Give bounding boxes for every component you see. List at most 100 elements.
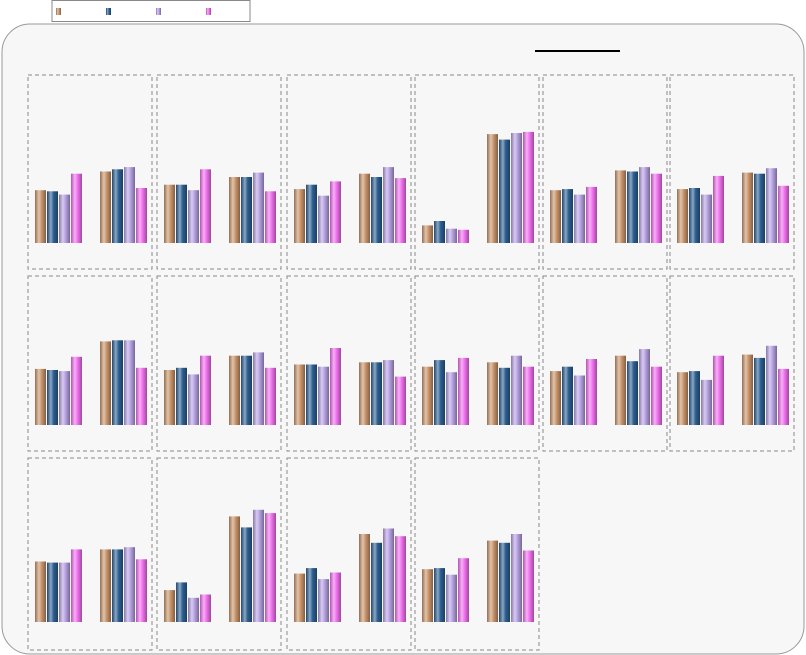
panel-6 [669, 74, 795, 270]
bar-p14-g1-s3 [188, 597, 199, 622]
bar-p4-g1-s2 [434, 221, 445, 243]
bar-p4-g1-s1 [422, 225, 433, 243]
panel-frame [542, 275, 668, 452]
bar-p5-g1-s3 [574, 194, 585, 243]
bar-p7-g1-s3 [59, 371, 70, 425]
bar-p8-g2-s4 [265, 367, 276, 425]
bar-p15-g1-s4 [330, 572, 341, 622]
legend-swatch-3 [156, 8, 161, 15]
bar-p16-g1-s4 [458, 558, 469, 622]
panel-frame [156, 275, 282, 452]
bar-p11-g2-s3 [639, 349, 650, 425]
bar-p2-g1-s4 [200, 169, 211, 243]
bar-p14-g2-s1 [229, 516, 240, 622]
bar-p7-g1-s4 [71, 356, 82, 425]
bar-p1-g1-s3 [59, 194, 70, 243]
bar-p11-g2-s2 [627, 361, 638, 425]
panel-16 [414, 457, 540, 651]
bar-p3-g1-s4 [330, 181, 341, 243]
panel-frame [27, 457, 153, 651]
bar-p3-g1-s3 [318, 195, 329, 243]
bar-p13-g2-s1 [100, 549, 111, 622]
bar-p8-g1-s4 [200, 355, 211, 425]
bar-p15-g1-s2 [306, 568, 317, 622]
bar-p9-g1-s3 [318, 366, 329, 425]
bar-p6-g2-s3 [766, 168, 777, 243]
bar-p5-g2-s3 [639, 167, 650, 243]
legend-swatch-1 [56, 8, 61, 15]
bar-p11-g1-s3 [574, 375, 585, 425]
bar-p14-g2-s2 [241, 527, 252, 622]
bar-p7-g1-s1 [35, 368, 46, 425]
bar-p15-g2-s1 [359, 534, 370, 622]
bar-p5-g2-s1 [615, 170, 626, 243]
bar-p16-g1-s2 [434, 568, 445, 622]
bar-p16-g2-s1 [487, 540, 498, 622]
bar-p14-g1-s4 [200, 594, 211, 622]
panel-frame [669, 275, 795, 452]
panel-13 [27, 457, 153, 651]
bar-p12-g2-s2 [754, 357, 765, 425]
panel-frame [27, 275, 153, 452]
bar-p5-g1-s2 [562, 189, 573, 243]
bar-p11-g1-s2 [562, 366, 573, 425]
bar-p12-g2-s4 [778, 368, 789, 425]
bar-p5-g1-s1 [550, 190, 561, 243]
bar-p12-g1-s3 [701, 379, 712, 425]
bar-p14-g2-s3 [253, 509, 264, 622]
bar-p6-g2-s2 [754, 173, 765, 243]
bar-p16-g2-s3 [511, 534, 522, 622]
bar-p1-g2-s3 [124, 167, 135, 243]
panel-1 [27, 74, 153, 270]
bar-p6-g2-s1 [742, 172, 753, 243]
panel-4 [414, 74, 540, 270]
panel-frame [542, 74, 668, 270]
bar-p10-g2-s3 [511, 355, 522, 425]
bar-p4-g2-s3 [511, 133, 522, 243]
bar-p7-g2-s2 [112, 340, 123, 425]
bar-p10-g2-s1 [487, 362, 498, 425]
panel-9 [286, 275, 412, 452]
bar-p4-g1-s4 [458, 229, 469, 243]
bar-p4-g2-s2 [499, 139, 510, 243]
bar-p14-g1-s2 [176, 582, 187, 622]
bar-p10-g1-s3 [446, 372, 457, 425]
bar-p13-g1-s2 [47, 562, 58, 622]
bar-p2-g1-s1 [164, 184, 175, 243]
bar-p13-g2-s2 [112, 549, 123, 622]
panel-frame [414, 457, 540, 651]
bar-p12-g1-s1 [677, 372, 688, 425]
legend-box [51, 0, 251, 22]
bar-p15-g2-s2 [371, 542, 382, 622]
bar-p9-g1-s4 [330, 348, 341, 425]
bar-p13-g2-s3 [124, 547, 135, 622]
bar-p3-g1-s2 [306, 184, 317, 243]
bar-p15-g1-s3 [318, 579, 329, 622]
legend [51, 0, 251, 22]
bar-p6-g2-s4 [778, 185, 789, 243]
bar-p2-g2-s4 [265, 191, 276, 243]
bar-p9-g1-s1 [294, 364, 305, 425]
panel-frame [286, 74, 412, 270]
bar-p5-g1-s4 [586, 186, 597, 243]
bar-p16-g2-s4 [523, 550, 534, 622]
bar-p10-g2-s4 [523, 366, 534, 425]
bar-p16-g1-s1 [422, 569, 433, 622]
bar-p2-g2-s1 [229, 177, 240, 243]
bar-p13-g2-s4 [136, 559, 147, 622]
bar-p2-g2-s2 [241, 177, 252, 243]
panel-10 [414, 275, 540, 452]
bar-p10-g1-s2 [434, 360, 445, 425]
bar-p2-g1-s3 [188, 190, 199, 243]
bar-p3-g2-s3 [383, 167, 394, 243]
panel-frame [414, 275, 540, 452]
small-multiples [27, 74, 795, 651]
bar-p11-g2-s1 [615, 355, 626, 425]
bar-p1-g1-s4 [71, 173, 82, 243]
bar-p1-g1-s1 [35, 190, 46, 243]
bar-p8-g2-s3 [253, 352, 264, 425]
panel-frame [286, 457, 412, 651]
bar-p12-g1-s4 [713, 355, 724, 425]
bar-p2-g2-s3 [253, 172, 264, 243]
panel-15 [286, 457, 412, 651]
